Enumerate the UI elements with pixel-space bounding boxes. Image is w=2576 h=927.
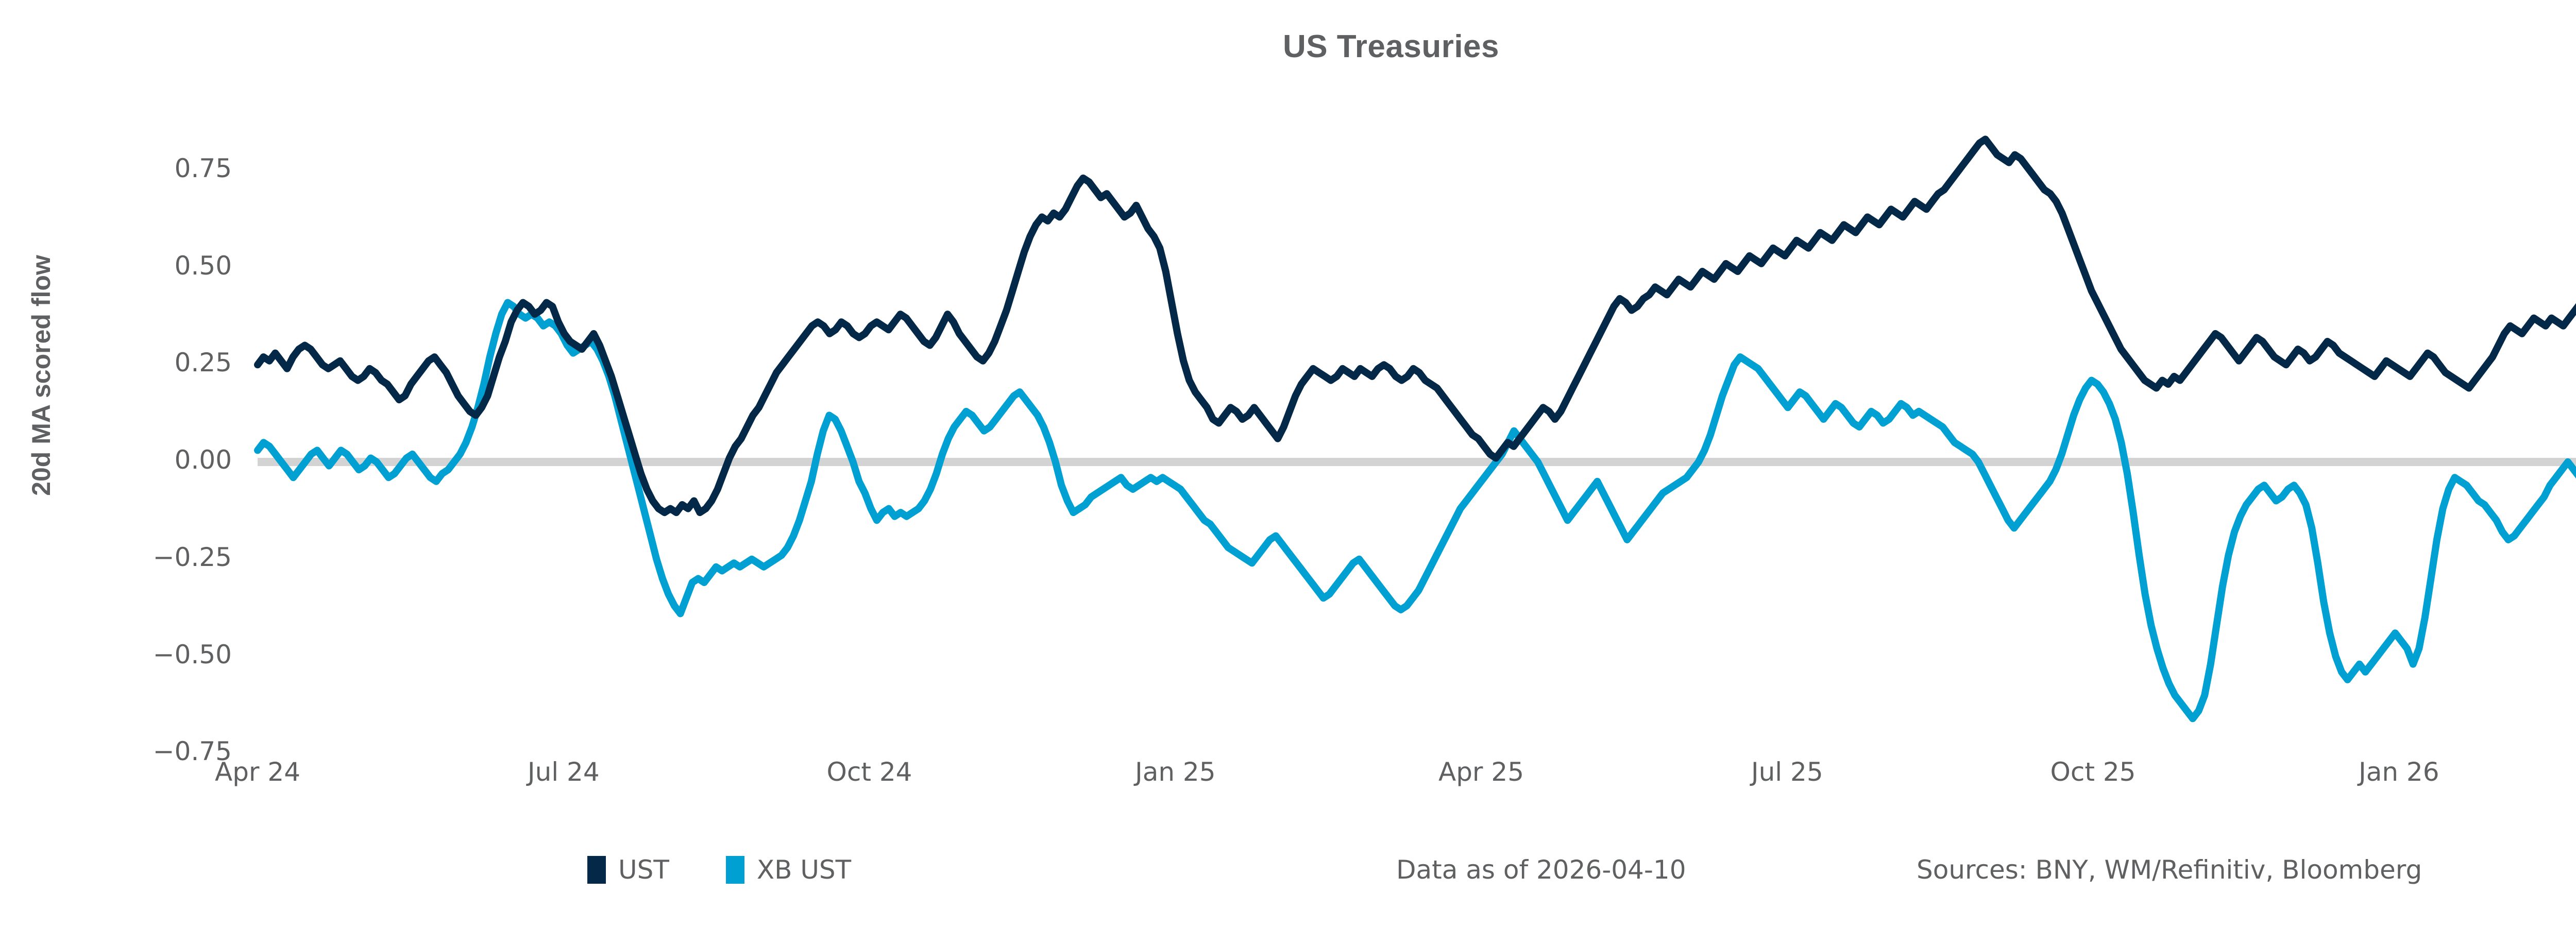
x-tick-label: Apr 25 (1438, 757, 1524, 787)
sources-note: Sources: BNY, WM/Refinitiv, Bloomberg (1917, 855, 2422, 885)
x-tick-label: Oct 24 (826, 757, 912, 787)
x-tick-label: Jan 25 (1134, 757, 1216, 787)
x-tick-label: Jul 24 (527, 757, 600, 787)
page-title: US Treasuries (1282, 29, 1500, 64)
y-tick-label: 0.50 (174, 250, 232, 281)
y-tick-label: 0.00 (174, 445, 232, 475)
legend-swatch-xb-ust (725, 856, 744, 884)
x-tick-label: Oct 25 (2050, 757, 2136, 787)
y-tick-label: −0.50 (152, 639, 232, 670)
legend-label-xb-ust: XB UST (756, 855, 852, 885)
series-line-xb-ust (254, 299, 2576, 723)
y-tick-label: 0.75 (174, 153, 232, 183)
legend-item-xb-ust[interactable]: XB UST (725, 855, 852, 885)
chart-legend: UST XB UST (587, 855, 908, 885)
x-tick-label: Jul 25 (1751, 757, 1823, 787)
legend-swatch-ust (587, 856, 606, 884)
legend-label-ust: UST (618, 855, 669, 885)
legend-item-ust[interactable]: UST (587, 855, 669, 885)
data-as-of-note: Data as of 2026-04-10 (1396, 855, 1686, 885)
series-line-ust (254, 135, 2576, 517)
y-tick-label: −0.75 (152, 736, 232, 767)
y-tick-label: −0.25 (152, 542, 232, 572)
x-tick-label: Apr 24 (214, 757, 300, 787)
x-tick-label: Jan 26 (2358, 757, 2439, 787)
y-tick-label: 0.25 (174, 348, 232, 378)
